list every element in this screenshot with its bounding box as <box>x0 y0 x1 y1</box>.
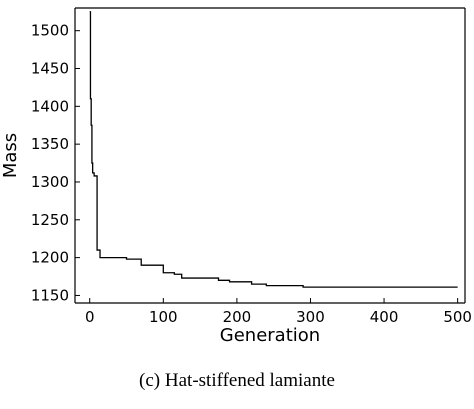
x-tick-label: 300 <box>296 308 325 326</box>
y-tick-label: 1400 <box>31 97 69 115</box>
x-tick-label: 100 <box>149 308 178 326</box>
plot-area: 0 100 200 300 400 500 1150 1200 1250 1300 1350 140… <box>31 7 472 326</box>
x-axis-label: Generation <box>220 325 320 346</box>
y-tick-label: 1200 <box>31 249 69 267</box>
y-tick-label: 1350 <box>31 135 69 153</box>
y-tick-label: 1250 <box>31 211 69 229</box>
y-axis-label: Mass <box>0 133 21 178</box>
y-ticks: 1150 1200 1250 1300 1350 1400 1450 1500 <box>31 22 80 304</box>
y-tick-label: 1450 <box>31 60 69 78</box>
x-tick-label: 200 <box>223 308 252 326</box>
x-tick-label: 0 <box>85 308 95 326</box>
x-ticks: 0 100 200 300 400 500 <box>85 298 472 326</box>
figure-caption: (c) Hat-stiffened lamiante <box>139 370 335 391</box>
x-tick-label: 500 <box>443 308 472 326</box>
x-tick-label: 400 <box>370 308 399 326</box>
y-tick-label: 1150 <box>31 286 69 304</box>
y-tick-label: 1500 <box>31 22 69 40</box>
y-tick-label: 1300 <box>31 173 69 191</box>
series-line <box>89 11 458 288</box>
